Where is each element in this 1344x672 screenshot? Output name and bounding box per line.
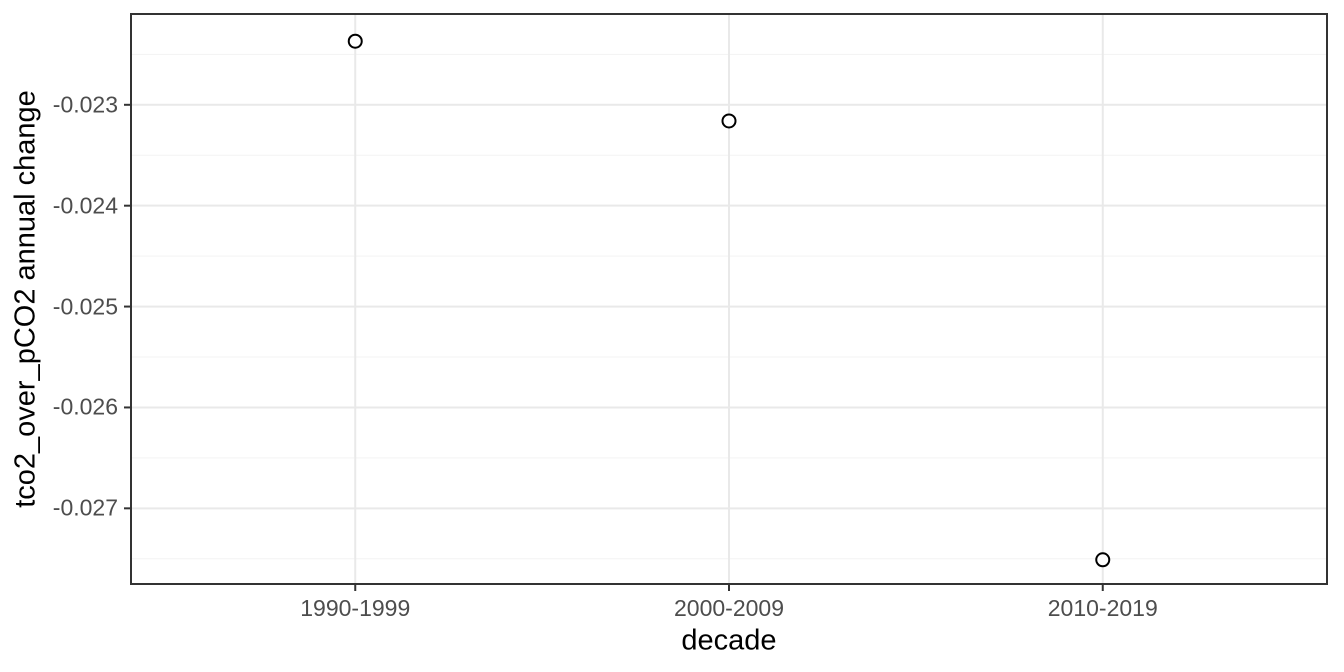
- x-axis-title: decade: [681, 624, 777, 657]
- y-tick-label: -0.025: [52, 293, 118, 320]
- y-tick-label: -0.023: [52, 91, 118, 118]
- data-point: [721, 113, 737, 129]
- data-point: [347, 33, 363, 49]
- x-tick-label: 2010-2019: [1047, 595, 1158, 621]
- y-tick-label: -0.026: [52, 393, 118, 420]
- x-tick-label: 1990-1999: [300, 595, 411, 621]
- x-tick-label: 2000-2009: [674, 595, 784, 621]
- data-point: [1095, 552, 1111, 568]
- y-tick-label: -0.027: [52, 494, 118, 521]
- y-tick-label: -0.024: [52, 192, 118, 219]
